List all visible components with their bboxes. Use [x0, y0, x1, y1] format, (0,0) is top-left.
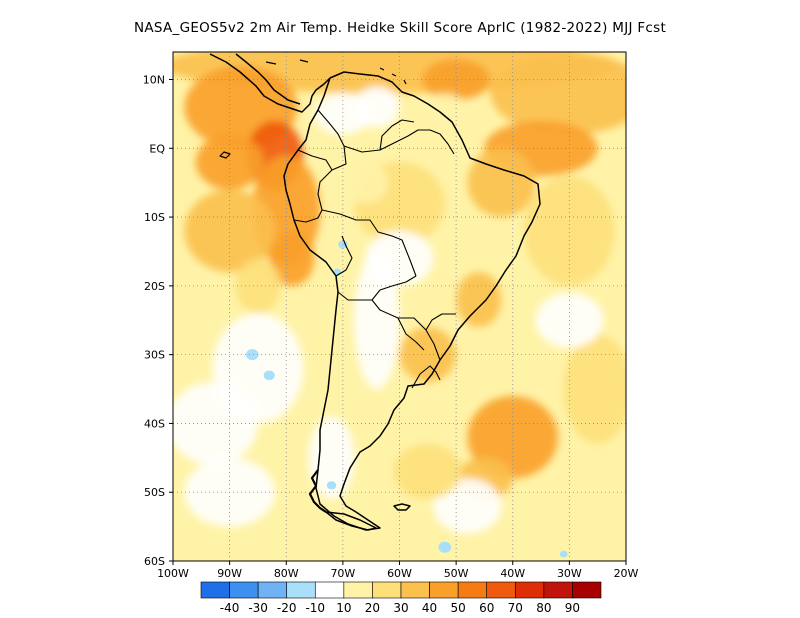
lat-tick-label: 10N: [143, 74, 165, 87]
colorbar-label: 10: [336, 601, 351, 615]
colorbar-label: 70: [508, 601, 523, 615]
skill-region: [342, 162, 389, 204]
colorbar-swatch: [372, 581, 402, 599]
negative-skill-spot: [559, 550, 568, 558]
lat-tick-label: 10S: [144, 211, 165, 224]
lon-tick-label: 30W: [557, 567, 582, 580]
colorbar-label: -20: [277, 601, 297, 615]
lat-tick-label: 60S: [144, 555, 165, 568]
lon-tick-label: 80W: [274, 567, 299, 580]
skill-region: [173, 382, 258, 465]
skill-region: [354, 251, 400, 390]
colorbar-swatch: [229, 581, 259, 599]
chilean-fjords: [308, 469, 327, 513]
colorbar-swatch: [543, 581, 573, 599]
falkland-islands: [393, 503, 411, 511]
skill-region: [184, 189, 275, 273]
lon-tick-label: 90W: [217, 567, 242, 580]
central-america-north-coast: [235, 53, 301, 105]
colorbar-label: 20: [365, 601, 380, 615]
lat-tick-label: 30S: [144, 349, 165, 362]
colorbar-swatch: [286, 581, 316, 599]
colorbar-swatch: [257, 581, 288, 599]
map-title: NASA_GEOS5v2 2m Air Temp. Heidke Skill S…: [133, 20, 667, 36]
lat-tick-label: 50S: [144, 486, 165, 499]
colorbar-label: -30: [248, 601, 268, 615]
caribbean-islands: [265, 59, 407, 85]
colorbar-label: 50: [451, 601, 466, 615]
lon-tick-label: 40W: [500, 567, 525, 580]
skill-region: [524, 175, 615, 286]
colorbar-swatch: [429, 581, 459, 599]
negative-skill-spot: [438, 541, 452, 553]
galapagos-islands: [219, 151, 231, 159]
lat-tick-label: 40S: [144, 417, 165, 430]
lat-lon-grid: [173, 52, 626, 561]
skill-region: [490, 52, 626, 135]
skill-region: [393, 444, 462, 500]
colorbar-label: 40: [422, 601, 437, 615]
central-america-coastline: [209, 53, 331, 113]
skill-region: [422, 93, 468, 135]
colorbar-label: -40: [220, 601, 240, 615]
skill-region: [456, 272, 502, 328]
negative-skill-spot: [326, 481, 337, 490]
colorbar-label: -10: [305, 601, 325, 615]
colorbar: -40 -30 -20 -10 10 20 30 40 50 60 70 80 90: [200, 581, 602, 615]
colorbar-swatch: [343, 581, 373, 599]
negative-skill-spot: [245, 349, 259, 361]
colorbar-swatch: [200, 581, 230, 599]
lon-tick-label: 100W: [157, 567, 189, 580]
skill-region: [422, 58, 491, 101]
coastlines: [209, 53, 541, 531]
colorbar-label: 80: [536, 601, 551, 615]
skill-region: [195, 134, 264, 190]
skill-region: [399, 327, 457, 383]
lon-tick-label: 50W: [444, 567, 469, 580]
colorbar-swatch: [514, 581, 545, 599]
country-borders: [293, 109, 456, 389]
lon-tick-label: 70W: [330, 567, 355, 580]
skill-score-field: [173, 52, 626, 534]
skill-region: [433, 478, 502, 534]
tierra-del-fuego: [325, 511, 377, 531]
colorbar-label: 60: [479, 601, 494, 615]
south-america-coastline: [283, 71, 541, 531]
colorbar-swatch: [486, 581, 516, 599]
colorbar-swatch: [457, 581, 488, 599]
lat-tick-label: 20S: [144, 280, 165, 293]
lat-tick-label: EQ: [149, 142, 165, 155]
skill-region: [354, 86, 400, 128]
skill-region: [269, 230, 315, 286]
skill-region: [563, 334, 626, 445]
negative-skill-spot: [263, 370, 275, 381]
lon-tick-label: 20W: [614, 567, 639, 580]
colorbar-swatch: [572, 581, 602, 599]
colorbar-label: 90: [565, 601, 580, 615]
colorbar-label: 30: [393, 601, 408, 615]
colorbar-swatch: [314, 581, 345, 599]
colorbar-swatch: [400, 581, 430, 599]
skill-region: [467, 148, 536, 218]
skill-region: [467, 395, 559, 479]
lon-tick-label: 60W: [387, 567, 412, 580]
